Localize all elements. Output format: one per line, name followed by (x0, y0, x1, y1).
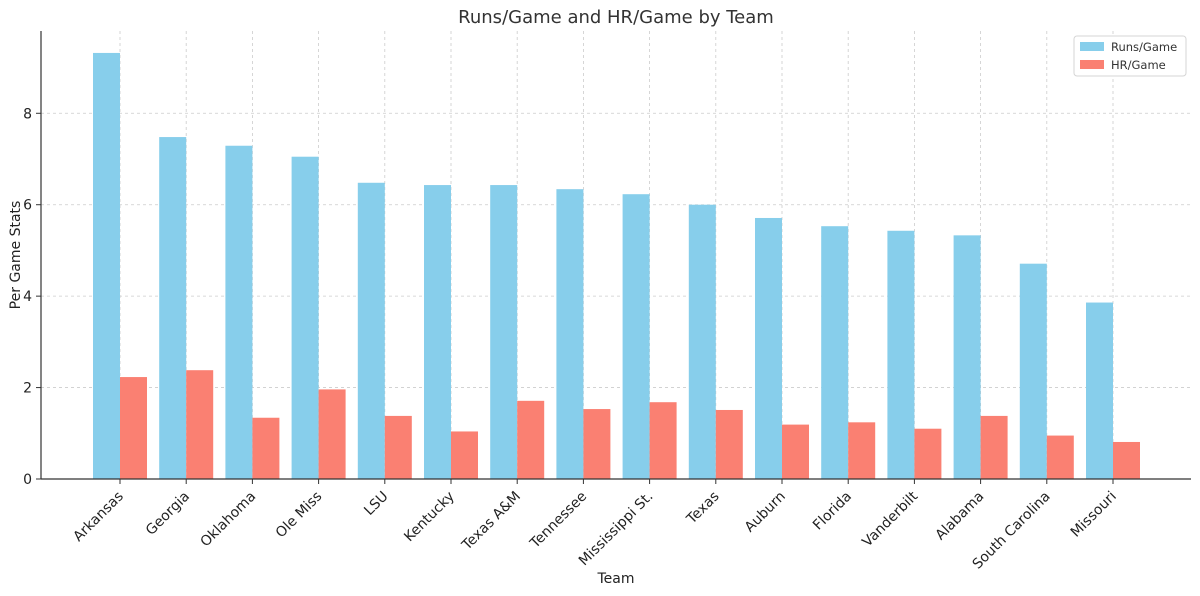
bar-hr-per-game (848, 422, 876, 479)
legend-swatch-runs (1080, 42, 1104, 51)
x-tick-label: Arkansas (70, 489, 126, 545)
x-tick-label: Alabama (932, 489, 987, 544)
x-tick-label: LSU (361, 489, 391, 519)
bar-runs-per-game (821, 226, 849, 479)
bar-runs-per-game (159, 137, 187, 480)
bar-runs-per-game (1019, 263, 1047, 479)
y-tick-label: 2 (23, 381, 32, 397)
bar-runs-per-game (887, 230, 915, 479)
bar-runs-per-game (1086, 302, 1113, 479)
bar-hr-per-game (252, 417, 280, 479)
x-tick-label: Texas (683, 489, 722, 528)
bar-runs-per-game (424, 185, 451, 480)
legend-label-runs: Runs/Game (1111, 40, 1177, 54)
bar-hr-per-game (186, 370, 214, 479)
y-tick-label: 4 (23, 289, 32, 305)
bar-hr-per-game (649, 402, 677, 479)
bar-hr-per-game (583, 409, 611, 479)
y-ticks: 0 2 4 6 8 (23, 106, 41, 488)
bar-runs-per-game (556, 189, 584, 479)
x-ticks: Arkansas Georgia Oklahoma Ole Miss LSU Kentuc… (70, 479, 1120, 572)
bar-hr-per-game (384, 415, 412, 479)
x-tick-label: Vanderbilt (859, 488, 921, 550)
bar-hr-per-game (120, 377, 147, 479)
bar-runs-per-game (688, 204, 716, 479)
x-tick-label: Ole Miss (273, 489, 326, 542)
bar-hr-per-game (914, 428, 942, 479)
legend-swatch-hr (1080, 60, 1104, 69)
bar-hr-per-game (517, 400, 545, 479)
y-tick-label: 6 (23, 198, 32, 214)
legend: Runs/Game HR/Game (1073, 35, 1187, 77)
x-tick-label: Florida (810, 489, 855, 534)
bar-runs-per-game (490, 185, 518, 480)
bar-hr-per-game (782, 424, 809, 479)
x-tick-label: Auburn (742, 489, 789, 536)
y-axis-label: Per Game Stats (8, 201, 24, 310)
bar-hr-per-game (451, 431, 478, 479)
x-tick-label: Oklahoma (198, 489, 260, 551)
x-tick-label: Kentucky (401, 489, 458, 546)
bar-runs-per-game (622, 194, 650, 479)
bar-hr-per-game (1046, 435, 1074, 479)
axes (40, 31, 1191, 480)
x-tick-label: Texas A&M (458, 489, 524, 555)
legend-label-hr: HR/Game (1111, 58, 1166, 72)
x-tick-label: Missouri (1068, 489, 1120, 541)
bar-runs-per-game (225, 145, 253, 479)
bar-hr-per-game (715, 409, 743, 479)
x-axis-label: Team (596, 571, 634, 587)
chart-title: Runs/Game and HR/Game by Team (458, 7, 774, 28)
bar-runs-per-game (291, 156, 319, 479)
x-tick-label: Tennessee (527, 489, 591, 553)
bar-runs-per-game (953, 235, 981, 479)
x-tick-label: Georgia (143, 489, 193, 539)
bar-hr-per-game (318, 389, 346, 479)
y-tick-label: 0 (23, 472, 32, 488)
bar-runs-per-game (93, 52, 120, 479)
bar-runs-per-game (755, 217, 782, 479)
y-tick-label: 8 (23, 106, 32, 122)
grid-lines (41, 31, 1191, 479)
bars (93, 52, 1140, 480)
bar-hr-per-game (980, 415, 1008, 479)
bar-runs-per-game (357, 182, 385, 479)
bar-hr-per-game (1113, 441, 1140, 479)
